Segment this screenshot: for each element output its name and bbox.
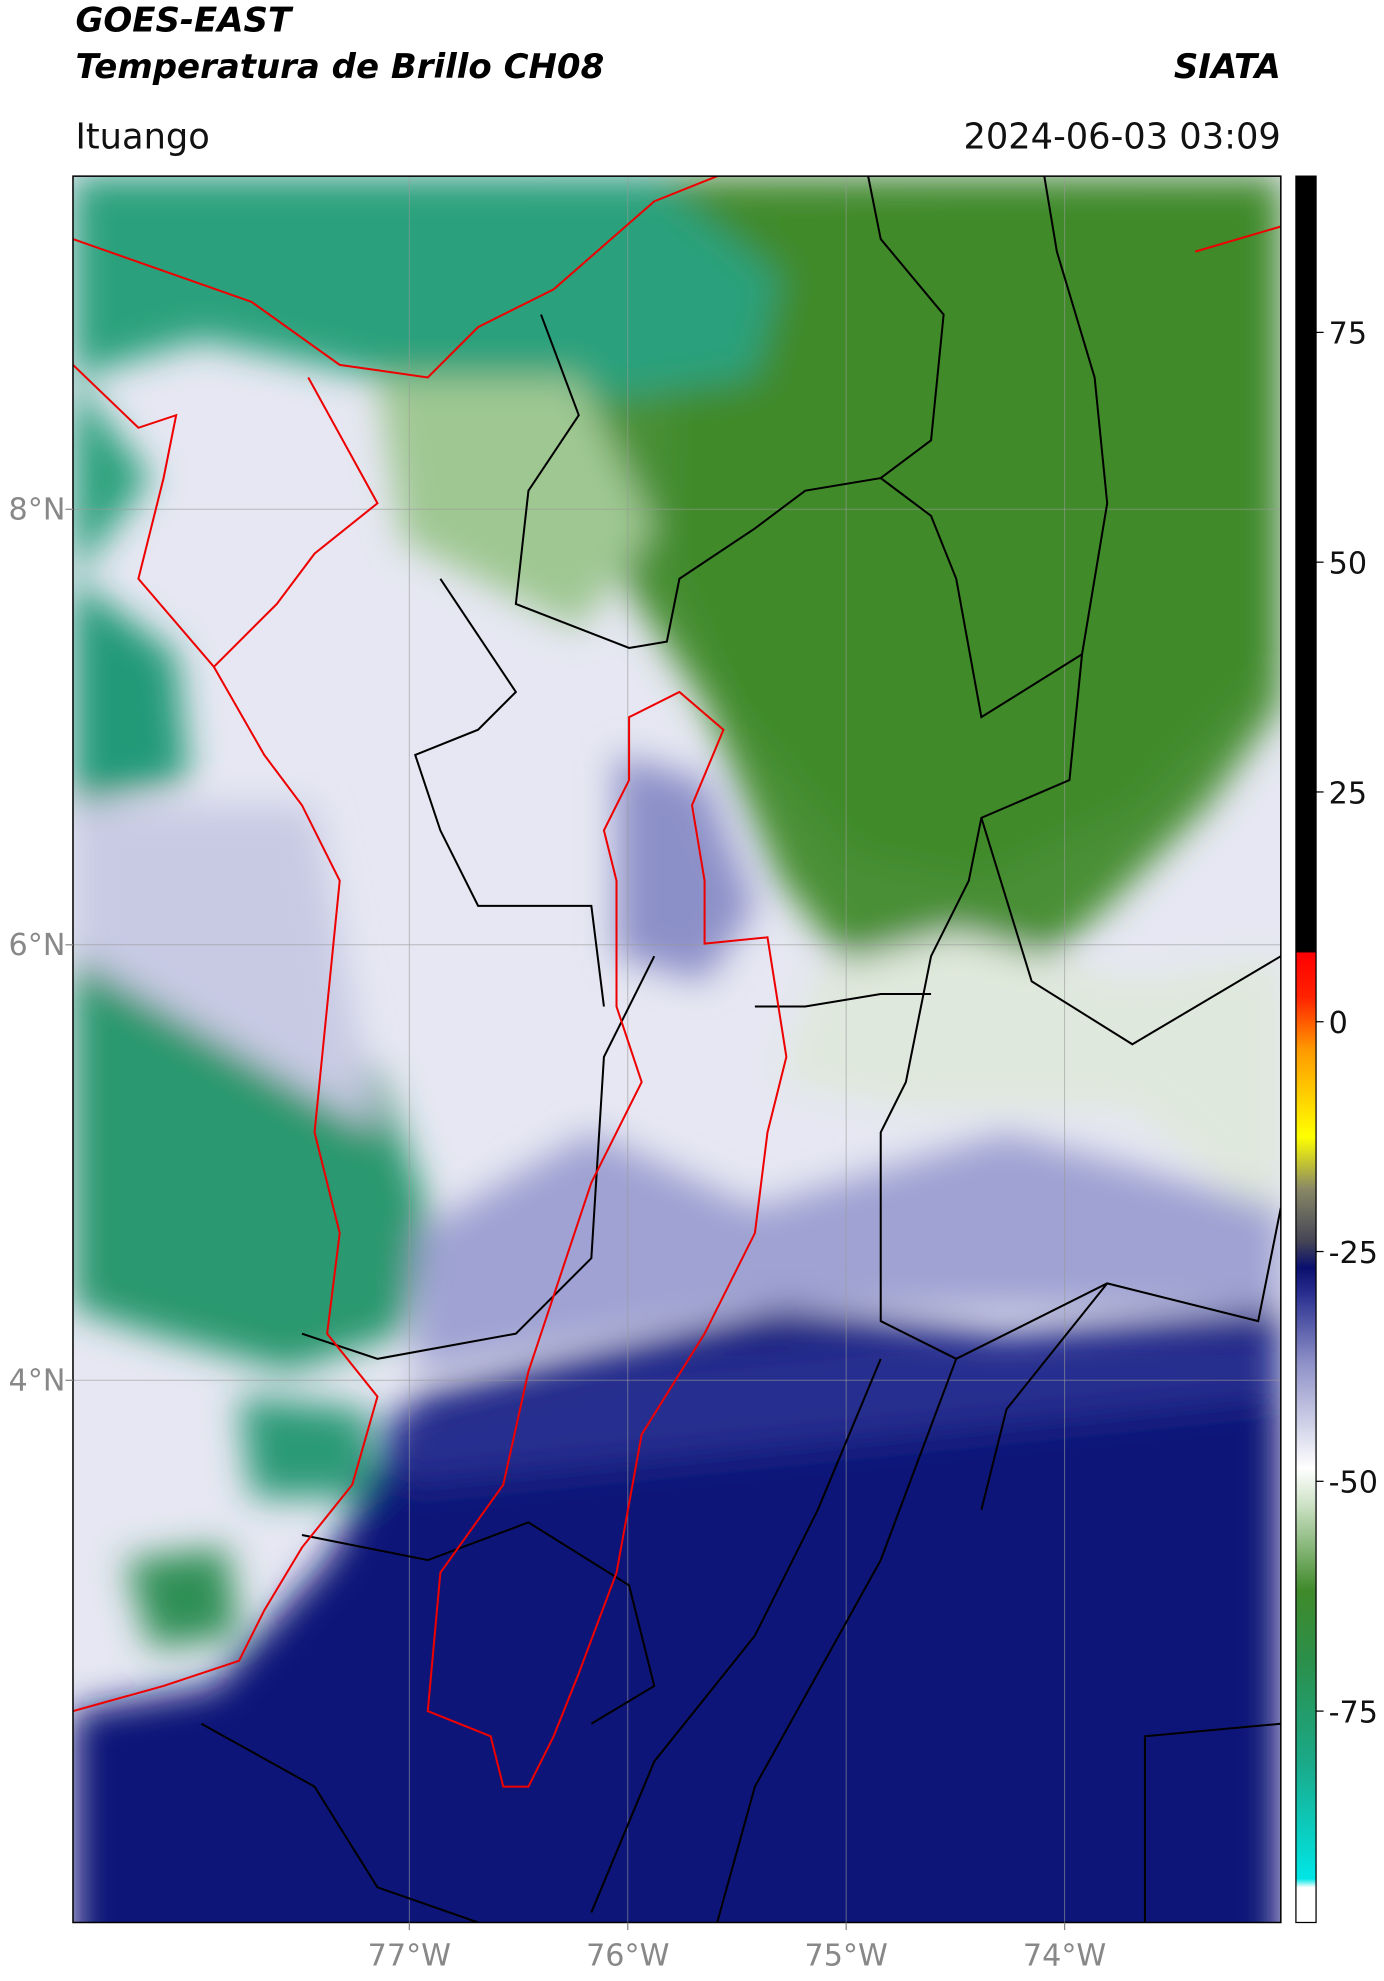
title: GOES-EAST bbox=[75, 0, 293, 40]
colorbar-label: 75 bbox=[1329, 317, 1367, 352]
source: SIATA bbox=[1174, 47, 1281, 87]
colorbar-label: -75 bbox=[1329, 1695, 1378, 1730]
colorbar-label: 0 bbox=[1329, 1006, 1348, 1041]
subtitle: Temperatura de Brillo CH08 bbox=[75, 47, 604, 87]
lon-label: 77°W bbox=[368, 1938, 451, 1973]
lon-label: 74°W bbox=[1023, 1938, 1106, 1973]
location: Ituango bbox=[75, 116, 209, 157]
lat-label: 4°N bbox=[9, 1363, 66, 1398]
colorbar bbox=[1295, 175, 1317, 1924]
colorbar-label: 25 bbox=[1329, 776, 1367, 811]
colorbar-label: -25 bbox=[1329, 1236, 1378, 1271]
lat-label: 6°N bbox=[9, 928, 66, 963]
map-frame bbox=[72, 175, 1282, 1924]
lon-label: 75°W bbox=[804, 1938, 887, 1973]
lon-label: 76°W bbox=[586, 1938, 669, 1973]
satellite-image bbox=[72, 176, 1281, 1923]
grid bbox=[72, 176, 1281, 1923]
colorbar-label: -50 bbox=[1329, 1466, 1378, 1501]
datetime: 2024-06-03 03:09 bbox=[963, 116, 1280, 157]
lat-label: 8°N bbox=[9, 492, 66, 527]
colorbar-label: 50 bbox=[1329, 547, 1367, 582]
borders bbox=[72, 176, 1281, 1923]
